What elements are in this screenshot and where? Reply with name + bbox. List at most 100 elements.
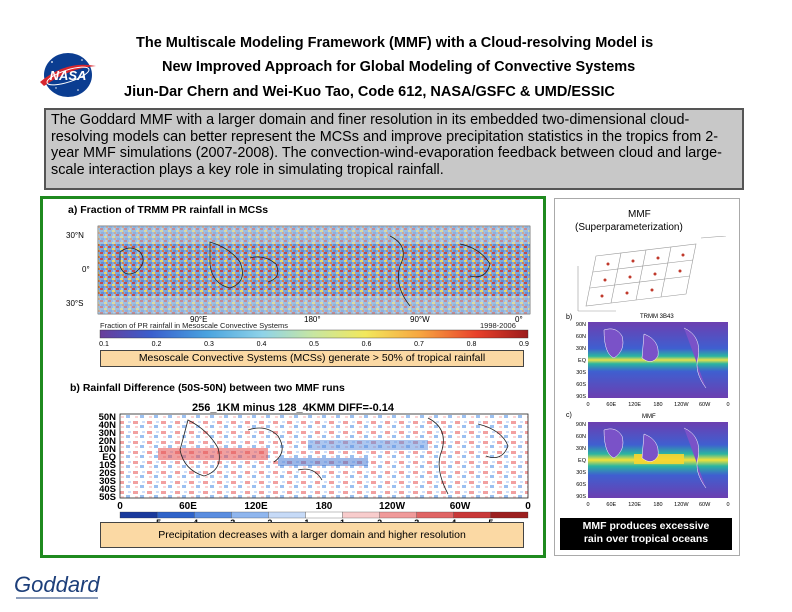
panel-b-lon-label: 180 [316,501,333,512]
panel-a-label: a) Fraction of TRMM PR rainfall in MCSs [68,204,269,216]
right-sub-c-lon-label: 60E [606,502,616,508]
left-panels-frame [40,196,546,558]
panel-a-colorbar-tick: 0.2 [152,341,162,348]
panel-b-lat-label: 50N [99,412,117,423]
right-sub-c-lat-label: 30N [576,446,586,452]
right-sub-c-lat-label: 60N [576,434,586,440]
panel-b-lat-label: 10S [99,460,116,471]
panel-b-callout-text: Precipitation decreases with a larger do… [158,529,466,541]
panel-b-colorbar-cell [453,511,492,519]
right-sub-b-label: b) [566,314,573,321]
right-sub-c-lon-axis: 0 60E 120E 180 120W 60W 0 [586,502,729,508]
right-sub-c-lon-label: 0 [726,502,729,508]
right-sub-b-lat-label: 30S [576,370,586,376]
right-sub-c-lon-label: 120E [628,502,641,508]
right-sub-c-lon-label: 180 [653,502,662,508]
panel-b-colorbar-cell [268,511,306,519]
right-sub-b-lon-label: 180 [653,402,662,408]
goddard-logo: Goddard [14,572,100,599]
right-sub-map-b: 90N 60N 30N EQ 30S 60S 90S 0 60E 120E 180 120W 60W 0 [576,322,730,408]
right-sub-b-lon-axis: 0 60E 120E 180 120W 60W 0 [586,402,729,408]
right-panel-title-2: (Superparameterization) [575,222,683,233]
title-line-2: New Improved Approach for Global Modelin… [162,59,636,75]
panel-b-lon-label: 120E [244,501,268,512]
right-sub-b-lat-label: 90N [576,322,586,328]
right-sub-b-lat-label: EQ [578,358,587,364]
panel-b-lat-label: 30N [99,428,117,439]
right-sub-map-c: 90N 60N 30N EQ 30S 60S 90S 0 60E 120E 180 120W 60W 0 [576,422,730,508]
right-sub-b-title: TRMM 3B43 [640,314,674,320]
right-sub-b-lat-label: 60N [576,334,586,340]
right-sub-b-lon-label: 0 [586,402,589,408]
right-panel-callout: MMF produces excessive rain over tropica… [560,518,732,550]
panel-a-colorbar-tick: 0.8 [467,341,477,348]
right-sub-b-lat-label: 60S [576,382,586,388]
panel-b-colorbar-cell [416,511,454,519]
authors: Jiun-Dar Chern and Wei-Kuo Tao, Code 612… [124,84,615,100]
panel-b-label: b) Rainfall Difference (50S-50N) between… [70,382,345,394]
panel-a-colorbar-tick: 0.3 [204,341,214,348]
panel-b-lon-label: 0 [117,501,123,512]
right-sub-b-lon-label: 0 [726,402,729,408]
panel-a-colorbar [99,329,529,339]
right-sub-c-lat-label: 90S [576,494,586,500]
right-sub-b-lon-label: 120E [628,402,641,408]
panel-b-lat-label: 30S [99,476,116,487]
panel-b-lat-label: 20N [99,436,117,447]
right-sub-b-lon-label: 60W [699,402,711,408]
panel-a-lon-label: 180° [304,315,321,324]
panel-a-lat-label: 30°N [66,231,84,240]
right-sub-b-lon-label: 120W [674,402,689,408]
panel-b-callout: Precipitation decreases with a larger do… [100,522,524,548]
right-callout-line-2: rain over tropical oceans [583,533,709,545]
panel-a-colorbar-tick: 0.4 [257,341,267,348]
panel-b-colorbar-cell [119,511,158,519]
panel-b-colorbar-cell [194,511,232,519]
panel-b-colorbar-cell [379,511,417,519]
panel-a-colorbar-tick: 0.5 [309,341,319,348]
superparameterization-diagram [577,236,727,312]
panel-b-lat-label: 20S [99,468,116,479]
panel-b-colorbar-cell [231,511,269,519]
panel-b-colorbar-cell [156,511,195,519]
panel-a-colorbar-tick: 0.6 [362,341,372,348]
panel-a-colorbar-tick: 0.1 [99,341,109,348]
panel-b-colorbar-cell [490,511,529,519]
right-sub-c-lon-label: 120W [674,502,689,508]
right-sub-b-lon-label: 60E [606,402,616,408]
panel-a-callout: Mesoscale Convective Systems (MCSs) gene… [100,350,524,367]
title-line-1: The Multiscale Modeling Framework (MMF) … [136,35,654,51]
nasa-logo-text: NASA [50,68,87,83]
panel-a-callout-text: Mesoscale Convective Systems (MCSs) gene… [138,352,486,364]
panel-a-colorbar-tick: 0.7 [414,341,424,348]
panel-b-lat-label: 40S [99,484,116,495]
right-sub-b-lat-label: 30N [576,346,586,352]
panel-b-lat-label: EQ [102,452,116,463]
panel-a-lon-label: 90°W [410,315,430,324]
summary-box: The Goddard MMF with a larger domain and… [44,108,744,190]
panel-b-colorbar-cell [342,511,380,519]
right-sub-c-lat-axis: 90N 60N 30N EQ 30S 60S 90S [576,422,587,500]
right-sub-c-label: c) [566,412,572,419]
right-sub-c-lon-label: 0 [586,502,589,508]
right-sub-b-lat-label: 90S [576,394,586,400]
panel-b-lon-axis: 0 60E 120E 180 120W 60W 0 [117,501,531,512]
panel-a-lat-label: 0° [82,265,90,274]
summary-text: The Goddard MMF with a larger domain and… [51,112,722,178]
nasa-logo: NASA [40,53,96,97]
panel-b-lat-label: 50S [99,492,116,503]
right-sub-c-lat-label: 90N [576,422,586,428]
panel-b-lon-label: 120W [379,501,406,512]
panel-b-plot-title: 256_1KM minus 128_4KMM DIFF=-0.14 [192,402,395,414]
right-sub-c-lon-label: 60W [699,502,711,508]
panel-b-lon-label: 0 [525,501,531,512]
panel-b-lon-label: 60W [450,501,471,512]
panel-b-lon-label: 60E [179,501,197,512]
panel-a-lon-label: 90°E [190,315,207,324]
panel-a-lat-label: 30°S [66,299,83,308]
panel-a-colorbar-years: 1998-2006 [480,321,516,330]
panel-a-colorbar-tick: 0.9 [519,341,529,348]
right-sub-c-lat-label: 60S [576,482,586,488]
right-sub-b-lat-axis: 90N 60N 30N EQ 30S 60S 90S [576,322,587,400]
panel-a-map: 30°N 0° 30°S 90°E 180° 90°W 0° Fraction … [66,225,531,348]
